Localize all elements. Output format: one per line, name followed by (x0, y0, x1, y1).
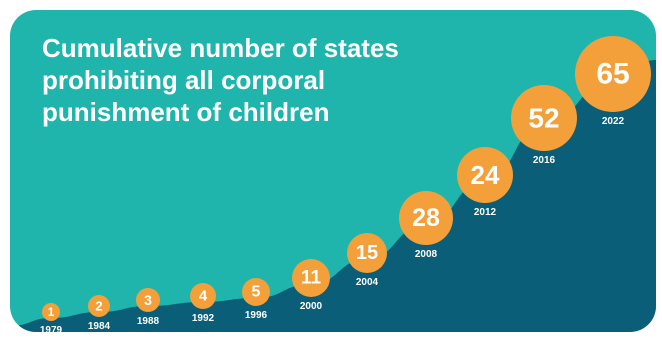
data-point-1979: 1 1979 (40, 303, 63, 332)
bubble-value-1996: 5 (252, 284, 261, 301)
year-label-2016: 2016 (533, 155, 556, 166)
bubble-2016 (511, 85, 577, 151)
data-point-1988: 3 1988 (136, 288, 160, 327)
year-label-1979: 1979 (40, 325, 63, 332)
bubble-value-2016: 52 (528, 103, 559, 134)
cumulative-area (10, 60, 656, 332)
year-label-1992: 1992 (192, 313, 215, 324)
year-label-1988: 1988 (137, 316, 160, 327)
data-point-2012: 24 2012 (457, 147, 513, 218)
bubble-value-1979: 1 (48, 305, 55, 319)
data-point-1984: 2 1984 (88, 295, 111, 332)
data-point-2008: 28 2008 (399, 191, 453, 260)
bubble-2022 (575, 36, 651, 112)
bubble-value-2000: 11 (301, 268, 322, 289)
bubble-value-1988: 3 (144, 292, 152, 308)
bubble-2008 (399, 191, 453, 245)
year-label-2000: 2000 (300, 301, 323, 312)
bubble-value-1992: 4 (199, 288, 208, 305)
data-point-1996: 5 1996 (242, 278, 270, 321)
year-label-1996: 1996 (245, 310, 268, 321)
bubble-value-2004: 15 (356, 242, 378, 264)
bubble-1992 (190, 283, 216, 309)
bubble-value-2012: 24 (471, 160, 500, 190)
bubble-1979 (42, 303, 60, 321)
year-label-1984: 1984 (88, 321, 111, 332)
data-point-2004: 15 2004 (347, 233, 387, 288)
year-label-2008: 2008 (415, 249, 438, 260)
year-label-2004: 2004 (356, 277, 379, 288)
data-point-2016: 52 2016 (511, 85, 577, 166)
chart-card: 1 1979 2 1984 3 1988 4 1992 5 1996 11 2000 15 2004 28 2… (10, 10, 656, 332)
year-label-2022: 2022 (602, 116, 625, 127)
bubble-value-2008: 28 (412, 204, 440, 232)
bubble-value-2022: 65 (596, 58, 629, 91)
data-point-2022: 65 2022 (575, 36, 651, 127)
bubble-2000 (292, 259, 330, 297)
bubble-2004 (347, 233, 387, 273)
chart-title: Cumulative number of states prohibiting … (42, 33, 399, 127)
bubble-1988 (136, 288, 160, 312)
bubble-1984 (88, 295, 110, 317)
bubble-value-1984: 2 (95, 299, 102, 314)
year-label-2012: 2012 (474, 207, 497, 218)
chart-canvas: 1197921984319884199251996112000152004282… (10, 36, 656, 332)
bubble-2012 (457, 147, 513, 203)
bubble-1996 (242, 278, 270, 306)
bubbles-group: 1197921984319884199251996112000152004282… (40, 36, 651, 332)
data-point-1992: 4 1992 (190, 283, 216, 324)
data-point-2000: 11 2000 (292, 259, 330, 312)
